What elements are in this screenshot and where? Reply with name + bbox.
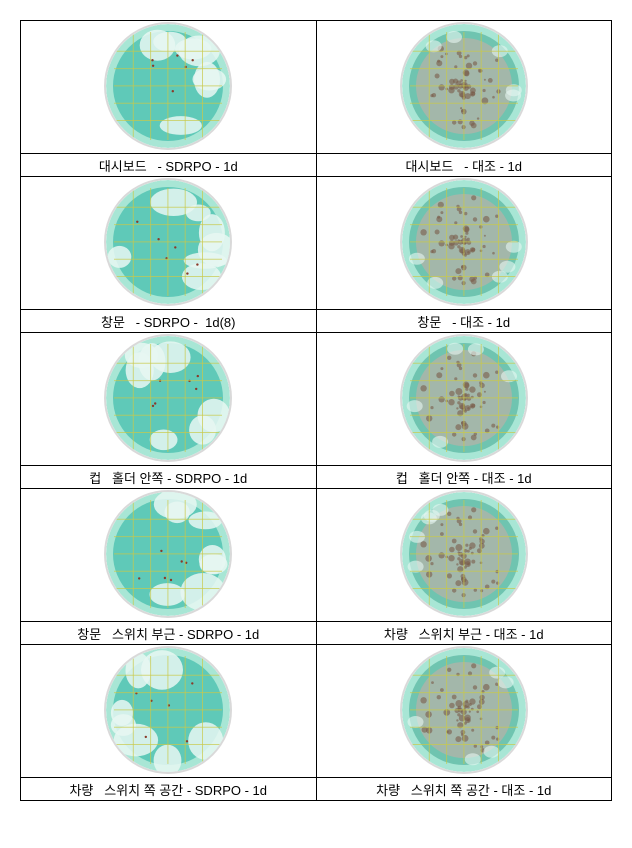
petri-label-right: 차량 스위치 쪽 공간 - 대조 - 1d bbox=[316, 778, 612, 801]
petri-dish-sdrpo bbox=[106, 492, 230, 616]
petri-label-left: 차량 스위치 쪽 공간 - SDRPO - 1d bbox=[21, 778, 317, 801]
petri-label-left: 창문 스위치 부근 - SDRPO - 1d bbox=[21, 622, 317, 645]
petri-label-right: 차량 스위치 부근 - 대조 - 1d bbox=[316, 622, 612, 645]
petri-label-right: 대시보드 - 대조 - 1d bbox=[316, 154, 612, 177]
petri-dish-sdrpo bbox=[106, 648, 230, 772]
petri-label-left: 대시보드 - SDRPO - 1d bbox=[21, 154, 317, 177]
petri-dish-control bbox=[402, 492, 526, 616]
petri-image-right bbox=[316, 333, 612, 466]
petri-image-left bbox=[21, 177, 317, 310]
petri-image-right bbox=[316, 177, 612, 310]
petri-image-left bbox=[21, 489, 317, 622]
petri-comparison-table: 대시보드 - SDRPO - 1d대시보드 - 대조 - 1d 창문 - SDRP… bbox=[20, 20, 612, 801]
petri-label-right: 창문 - 대조 - 1d bbox=[316, 310, 612, 333]
petri-dish-control bbox=[402, 336, 526, 460]
petri-image-left bbox=[21, 333, 317, 466]
petri-dish-control bbox=[402, 180, 526, 304]
petri-dish-control bbox=[402, 648, 526, 772]
petri-image-left bbox=[21, 645, 317, 778]
petri-image-right bbox=[316, 21, 612, 154]
petri-label-left: 컵 홀더 안쪽 - SDRPO - 1d bbox=[21, 466, 317, 489]
petri-dish-sdrpo bbox=[106, 180, 230, 304]
petri-image-right bbox=[316, 645, 612, 778]
petri-dish-sdrpo bbox=[106, 24, 230, 148]
petri-label-left: 창문 - SDRPO - 1d(8) bbox=[21, 310, 317, 333]
petri-image-right bbox=[316, 489, 612, 622]
petri-dish-sdrpo bbox=[106, 336, 230, 460]
petri-image-left bbox=[21, 21, 317, 154]
petri-dish-control bbox=[402, 24, 526, 148]
petri-label-right: 컵 홀더 안쪽 - 대조 - 1d bbox=[316, 466, 612, 489]
